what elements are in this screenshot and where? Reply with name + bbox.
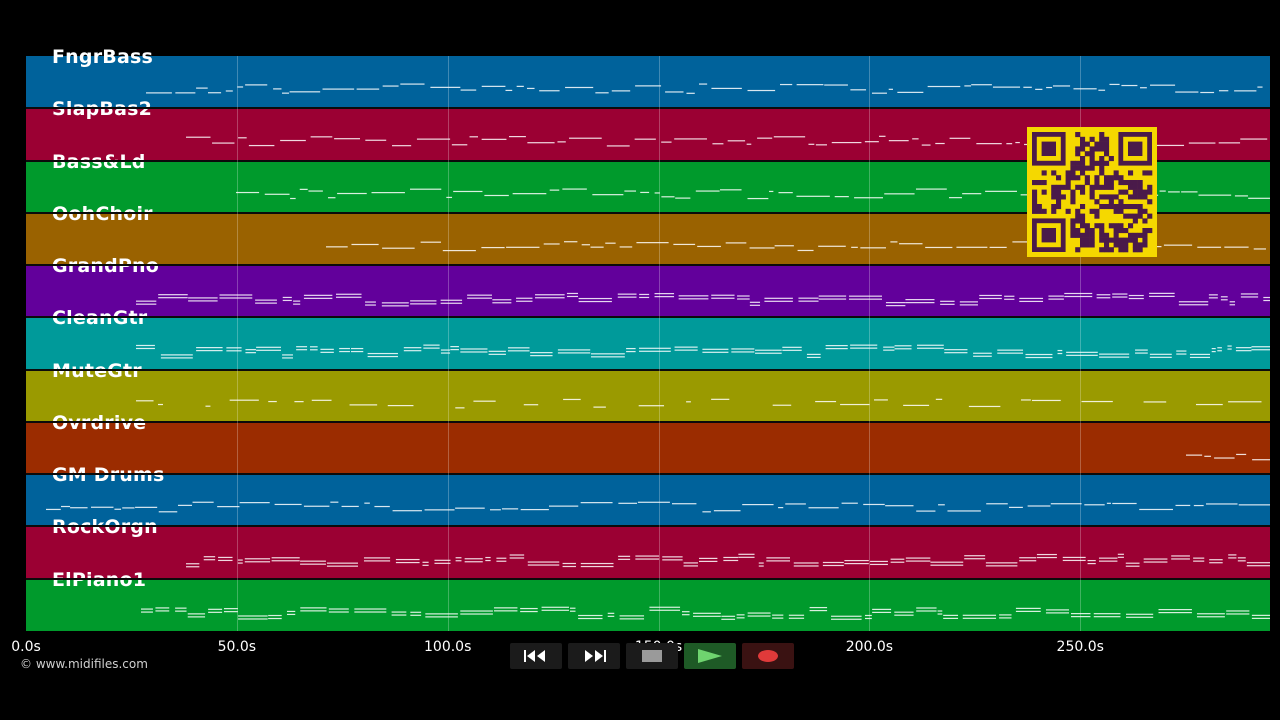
note-strokes [136,292,1270,307]
track-label: Ovrdrive [52,411,147,434]
track-separator [26,107,1270,110]
transport-controls [510,643,794,669]
track-label: SlapBas2 [52,98,153,121]
track-separator [26,368,1270,371]
track-row: GM Drums [26,464,1270,527]
record-button[interactable] [742,643,794,669]
note-strokes [141,606,1270,620]
track-label: RockOrgn [52,516,158,539]
note-strokes [136,344,1270,359]
stop-icon [642,650,662,662]
track-separator [26,525,1270,528]
rewind-icon [524,650,545,662]
track-row: RockOrgn [26,516,1270,579]
time-gridline [236,56,238,631]
rewind-button[interactable] [510,643,562,669]
track-separator [26,316,1270,319]
play-button[interactable] [684,643,736,669]
time-tick-label: 200.0s [845,639,894,655]
fast-forward-button[interactable] [568,643,620,669]
track-separator [26,473,1270,476]
time-tick-label: 250.0s [1056,639,1104,655]
time-tick-label: 50.0s [217,639,257,655]
time-tick-label: 100.0s [424,639,472,655]
note-strokes [146,83,1263,94]
track-label: ElPiano1 [52,568,147,591]
track-row: FngrBass [26,46,1270,109]
note-strokes [136,398,1262,409]
track-label: OohChoir [52,202,153,225]
play-icon [698,649,722,663]
track-label: MuteGtr [52,359,142,382]
note-strokes [1186,453,1270,461]
note-strokes [46,501,1270,513]
track-separator [26,577,1270,580]
track-separator [26,420,1270,423]
track-label: GrandPno [52,255,160,278]
track-row: GrandPno [26,255,1270,318]
track-separator [26,159,1270,162]
track-label: FngrBass [52,46,153,68]
fast-forward-icon [585,650,606,662]
track-label: Bass&Ld [52,150,146,173]
track-row: ElPiano1 [26,569,1270,631]
track-separator [26,211,1270,214]
time-gridline [447,56,449,631]
time-gridline [1080,56,1082,631]
note-strokes [186,554,1270,568]
qr-code [1027,127,1157,257]
track-row: CleanGtr [26,307,1270,370]
time-gridline [869,56,871,631]
time-gridline [658,56,660,631]
time-tick-label: 0.0s [11,639,41,655]
copyright-text: © www.midifiles.com [20,657,148,671]
track-label: GM Drums [52,464,165,487]
track-row: Ovrdrive [26,412,1270,475]
record-icon [758,650,778,662]
stop-button[interactable] [626,643,678,669]
track-label: CleanGtr [52,307,148,330]
track-row: MuteGtr [26,360,1270,422]
track-separator [26,264,1270,267]
